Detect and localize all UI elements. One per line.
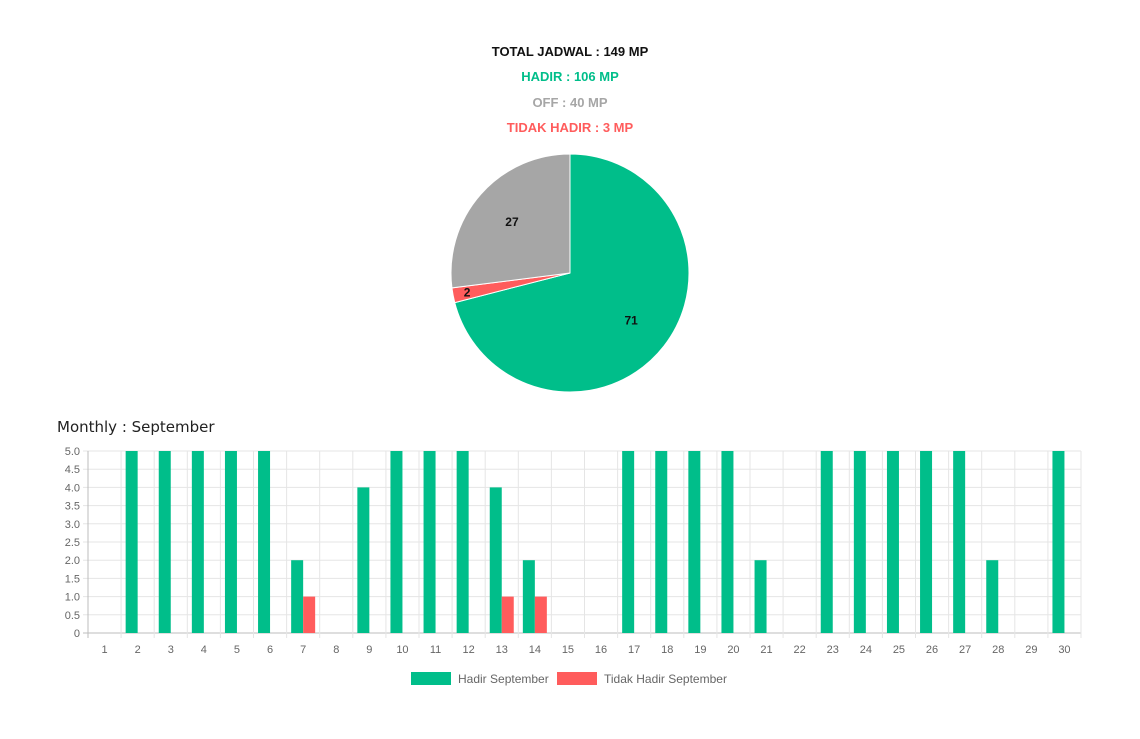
y-tick-label: 3.0 [65,519,80,531]
bar-hadir-17 [622,451,635,633]
x-tick-label: 15 [562,644,574,656]
bar-hadir-18 [655,451,668,633]
y-tick-label: 5.0 [65,446,80,458]
x-tick-label: 21 [760,644,772,656]
pie-slice-label-1: 2 [464,286,471,300]
bar-hadir-14 [522,560,535,633]
x-tick-label: 6 [267,644,273,656]
y-tick-label: 1.5 [65,573,80,585]
total-jadwal-label: TOTAL JADWAL : 149 MP [491,44,649,59]
bar-hadir-12 [456,451,469,633]
off-label: OFF : 40 MP [532,95,608,110]
bar-tidak-hadir-7 [303,596,316,633]
x-tick-label: 16 [595,644,607,656]
x-tick-label: 25 [893,644,905,656]
x-tick-label: 9 [366,644,372,656]
hadir-label: HADIR : 106 MP [521,69,619,84]
x-tick-label: 5 [234,644,240,656]
x-tick-label: 10 [396,644,408,656]
x-tick-label: 11 [430,644,441,656]
y-tick-label: 4.5 [65,464,80,476]
bar-hadir-27 [953,451,966,633]
tidak-hadir-label: TIDAK HADIR : 3 MP [506,120,634,135]
x-tick-label: 19 [694,644,706,656]
bar-hadir-9 [357,487,370,633]
bar-hadir-5 [224,451,237,633]
x-tick-label: 18 [661,644,673,656]
bar-hadir-19 [688,451,701,633]
bar-hadir-11 [423,451,436,633]
x-tick-label: 20 [727,644,739,656]
y-tick-label: 0.5 [65,610,80,622]
legend-label-1: Tidak Hadir September [604,672,727,686]
x-tick-label: 1 [101,644,107,656]
x-tick-label: 13 [496,644,508,656]
bar-hadir-13 [489,487,502,633]
bar-hadir-10 [390,451,403,633]
x-tick-label: 4 [201,644,207,656]
monthly-title: Monthly : September [57,418,215,436]
bar-hadir-4 [191,451,204,633]
bar-hadir-20 [721,451,734,633]
pie-slice-2 [450,153,571,289]
bar-hadir-21 [754,560,767,633]
bar-hadir-23 [820,451,833,633]
pie-slice-0 [454,153,690,393]
legend-swatch-0 [411,672,451,685]
legend-swatch-1 [557,672,597,685]
bar-hadir-28 [986,560,999,633]
x-tick-label: 30 [1058,644,1070,656]
x-tick-label: 23 [827,644,839,656]
x-tick-label: 14 [529,644,541,656]
bar-hadir-26 [920,451,933,633]
bar-hadir-30 [1052,451,1065,633]
bar-hadir-24 [853,451,866,633]
x-tick-label: 28 [992,644,1004,656]
y-tick-label: 0 [74,628,80,640]
bar-hadir-25 [886,451,899,633]
y-tick-label: 1.0 [65,592,80,604]
x-tick-label: 24 [860,644,872,656]
y-tick-label: 2.0 [65,555,80,567]
x-tick-label: 27 [959,644,971,656]
y-tick-label: 2.5 [65,537,80,549]
x-tick-label: 8 [333,644,339,656]
x-tick-label: 12 [463,644,475,656]
pie-slice-label-2: 27 [505,215,519,229]
pie-slice-label-0: 71 [624,313,638,327]
x-tick-label: 3 [168,644,174,656]
y-tick-label: 3.5 [65,501,80,513]
x-tick-label: 7 [300,644,306,656]
x-tick-label: 22 [794,644,806,656]
bar-hadir-2 [125,451,138,633]
bar-tidak-hadir-13 [501,596,514,633]
bar-hadir-3 [158,451,171,633]
x-tick-label: 26 [926,644,938,656]
legend-label-0: Hadir September [458,672,549,686]
bar-hadir-6 [258,451,271,633]
bar-hadir-7 [291,560,304,633]
y-tick-label: 4.0 [65,482,80,494]
x-tick-label: 17 [628,644,640,656]
bar-tidak-hadir-14 [534,596,547,633]
x-tick-label: 29 [1025,644,1037,656]
x-tick-label: 2 [135,644,141,656]
